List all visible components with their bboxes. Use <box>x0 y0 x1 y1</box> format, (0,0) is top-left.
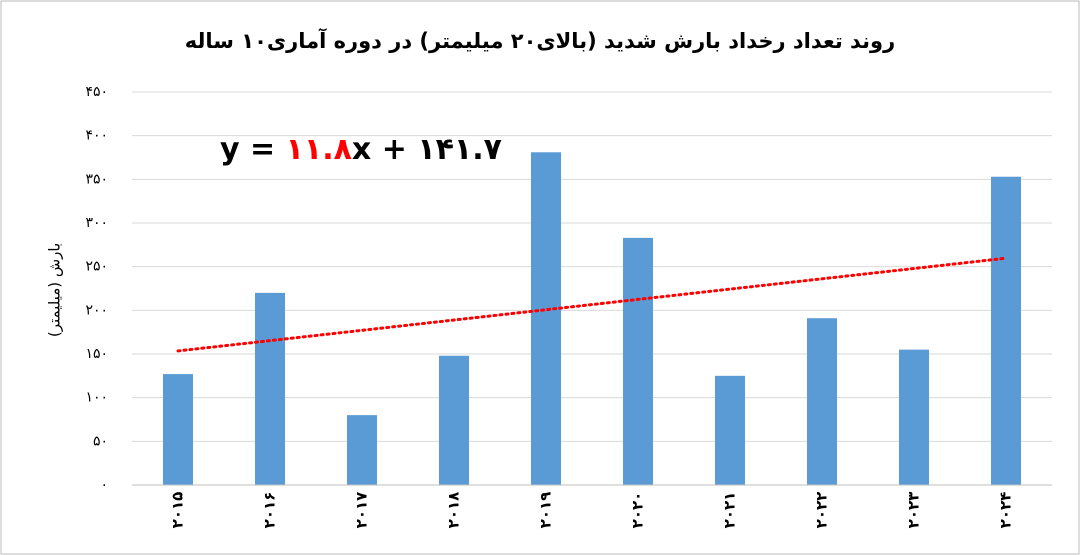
bar <box>991 176 1021 486</box>
x-tick-label: ۲۰۲۲ <box>813 492 831 529</box>
bar <box>255 292 285 485</box>
bar <box>439 355 469 485</box>
x-tick-label: ۲۰۱۷ <box>353 492 371 529</box>
x-tick-label: ۲۰۱۶ <box>261 492 279 529</box>
x-tick-label: ۲۰۲۳ <box>905 492 923 529</box>
equation-slope: ۱۱.۸ <box>286 132 352 167</box>
chart-title: روند تعداد رخداد بارش شدید (بالای۲۰ میلی… <box>185 28 895 53</box>
y-tick-label: ۳۵۰ <box>85 171 108 187</box>
y-tick-label: ۴۰۰ <box>85 128 108 144</box>
bar <box>531 152 561 485</box>
y-tick-label: ۰ <box>100 477 108 493</box>
y-axis-title: بارش (میلیمتر) <box>46 243 64 337</box>
x-tick-label: ۲۰۲۰ <box>629 492 647 529</box>
bar <box>163 374 193 485</box>
x-tick-label: ۲۰۱۹ <box>537 492 555 529</box>
x-tick-label: ۲۰۲۴ <box>997 492 1015 529</box>
y-tick-label: ۴۵۰ <box>85 84 108 100</box>
x-tick-label: ۲۰۲۱ <box>721 492 739 529</box>
bar <box>807 318 837 485</box>
bar <box>623 237 653 485</box>
equation-prefix: y = <box>220 132 286 167</box>
x-tick-label: ۲۰۱۵ <box>169 492 187 529</box>
y-tick-label: ۱۰۰ <box>85 390 108 406</box>
y-tick-label: ۲۵۰ <box>85 259 108 275</box>
trend-line <box>176 256 1008 353</box>
y-tick-label: ۳۰۰ <box>85 215 108 231</box>
x-tick-label: ۲۰۱۸ <box>445 492 463 529</box>
y-tick-label: ۲۰۰ <box>85 302 108 318</box>
y-tick-label: ۱۵۰ <box>85 346 108 362</box>
bar <box>899 349 929 485</box>
equation-intercept: ۱۴۱.۷ <box>417 132 502 167</box>
equation-infix: x + <box>352 132 417 167</box>
bar <box>715 375 745 485</box>
trend-equation: y = ۱۱.۸x + ۱۴۱.۷ <box>220 132 502 167</box>
y-tick-label: ۵۰ <box>93 433 108 449</box>
bar <box>347 415 377 485</box>
